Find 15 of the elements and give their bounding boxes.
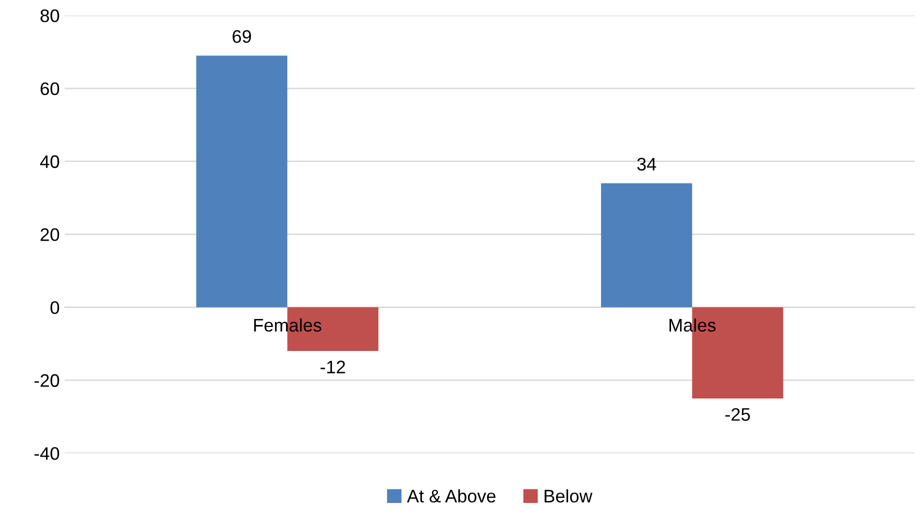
y-tick-label: 80 [40, 9, 60, 22]
data-label: 69 [232, 30, 251, 43]
data-label: -25 [725, 408, 750, 421]
data-label: -12 [320, 360, 346, 374]
legend-label: At & Above [406, 489, 496, 503]
y-tick-label: 20 [40, 228, 60, 242]
y-tick-label: 0 [50, 301, 60, 314]
bar [196, 56, 288, 308]
legend-label: Below [544, 489, 592, 503]
y-tick-label: -20 [34, 374, 60, 387]
y-tick-label: 60 [40, 82, 60, 96]
y-tick-label: 40 [40, 155, 60, 168]
data-label: 34 [637, 158, 656, 171]
y-tick-label: -40 [34, 447, 60, 460]
bar [601, 183, 692, 308]
